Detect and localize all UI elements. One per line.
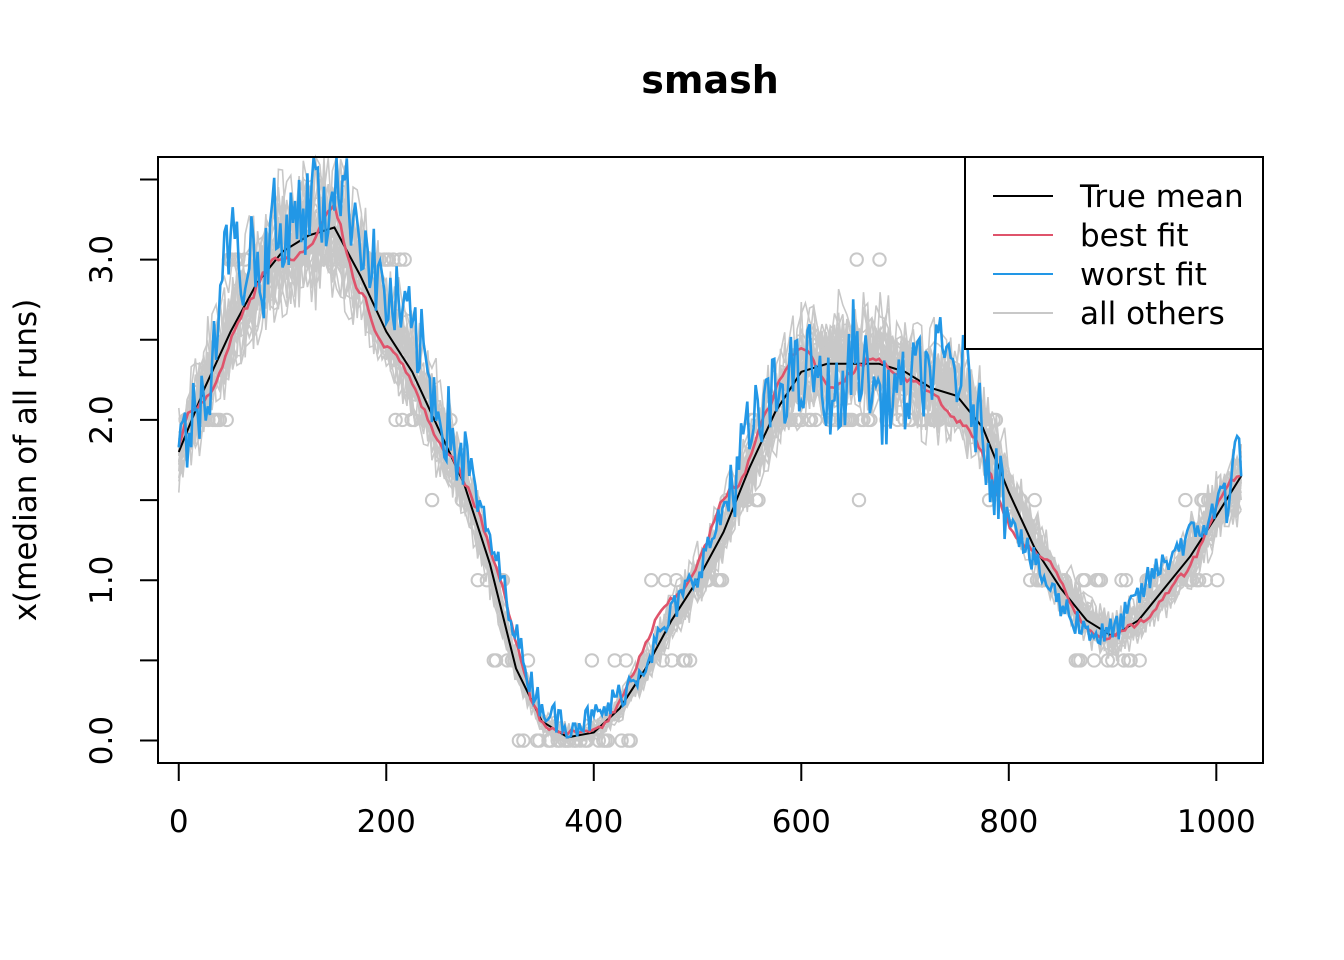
other-point: [1191, 573, 1207, 588]
y-tick-label: 1.0: [84, 556, 120, 605]
other-point: [644, 573, 659, 588]
other-point: [313, 252, 328, 267]
other-point: [1100, 653, 1116, 668]
x-tick-label: 600: [772, 804, 831, 840]
other-point: [543, 733, 558, 748]
other-point: [1196, 492, 1211, 508]
x-axis: 0 200 400 600 800 1000: [169, 762, 1256, 840]
other-point: [751, 492, 766, 508]
other-point: [584, 653, 600, 668]
other-point: [851, 492, 867, 508]
other-point: [1073, 653, 1088, 668]
other-point: [623, 733, 638, 748]
other-point: [1178, 492, 1193, 508]
other-point: [1116, 653, 1132, 668]
legend-label: True mean: [1079, 179, 1244, 215]
other-point: [219, 412, 234, 428]
other-point: [655, 653, 670, 668]
other-point: [1027, 492, 1042, 508]
other-point: [388, 412, 403, 428]
other-point: [591, 733, 606, 748]
other-point: [614, 733, 629, 748]
other-point: [1118, 573, 1134, 588]
other-point: [794, 412, 810, 428]
other-fit-line: [178, 172, 1242, 741]
other-point: [1077, 573, 1093, 588]
other-point: [1007, 492, 1022, 508]
other-point: [393, 252, 408, 267]
legend-label: all others: [1080, 296, 1225, 332]
y-axis: 0.0 1.0 2.0 3.0: [84, 178, 159, 765]
other-point: [552, 733, 568, 748]
other-point: [988, 412, 1004, 428]
other-point: [1114, 573, 1129, 588]
other-point: [1093, 573, 1109, 588]
series-layer: [177, 157, 1243, 739]
x-tick-label: 400: [564, 804, 623, 840]
other-point: [329, 252, 344, 267]
y-tick-label: 0.0: [84, 716, 120, 765]
other-point: [863, 412, 878, 428]
other-point: [511, 733, 527, 748]
other-point: [1210, 573, 1225, 588]
other-point: [669, 573, 684, 588]
other-point: [678, 653, 693, 668]
other-point: [1013, 492, 1029, 508]
other-point: [470, 573, 485, 588]
other-point: [532, 733, 547, 748]
x-tick-label: 200: [357, 804, 416, 840]
other-point: [849, 252, 864, 267]
x-tick-label: 800: [979, 804, 1038, 840]
other-point: [1086, 653, 1102, 668]
other-point: [212, 412, 228, 428]
other-point: [1132, 653, 1147, 668]
x-tick-label: 1000: [1177, 804, 1256, 840]
other-point: [872, 252, 887, 267]
other-point: [1185, 573, 1200, 588]
other-point: [303, 252, 319, 267]
other-point: [641, 653, 657, 668]
other-point: [1123, 653, 1138, 668]
chart-title: smash: [641, 58, 779, 102]
other-point: [803, 412, 819, 428]
other-point: [856, 412, 871, 428]
legend-label: worst fit: [1080, 257, 1207, 293]
series-line-worst-fit: [177, 157, 1243, 739]
other-point: [397, 252, 412, 267]
legend-box: [964, 156, 1264, 350]
other-point: [931, 412, 947, 428]
other-point: [618, 653, 634, 668]
y-tick-label: 2.0: [84, 395, 120, 444]
other-point: [1198, 573, 1214, 588]
legend-label: best fit: [1080, 218, 1189, 254]
other-point: [714, 573, 730, 588]
other-point: [600, 733, 616, 748]
other-point: [424, 492, 440, 508]
y-axis-label: x(median of all runs): [8, 299, 44, 622]
x-tick-label: 0: [169, 804, 189, 840]
series-line-best-fit: [177, 200, 1241, 736]
other-point: [682, 653, 698, 668]
other-point: [607, 653, 622, 668]
other-point: [808, 412, 823, 428]
other-point: [516, 733, 531, 748]
y-tick-label: 3.0: [84, 235, 120, 284]
